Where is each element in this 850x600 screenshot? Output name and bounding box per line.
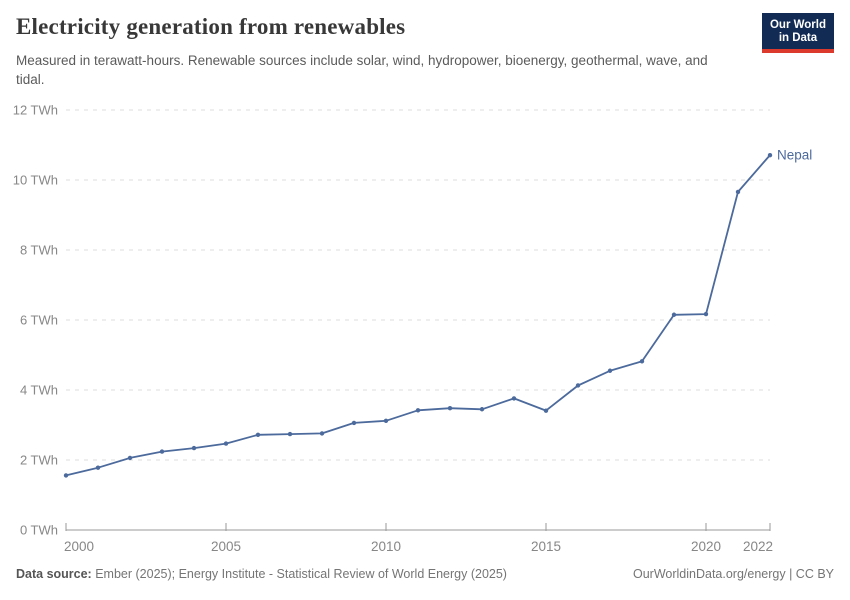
y-axis-label: 8 TWh [20,243,58,258]
data-source-text: Ember (2025); Energy Institute - Statist… [91,567,507,581]
data-point [575,383,581,388]
credit-link: OurWorldinData.org/energy | CC BY [632,567,834,581]
x-axis-label: 2005 [211,539,241,554]
owid-logo: Our World in Data [761,13,834,53]
data-point [671,312,677,317]
data-point [607,368,613,373]
data-point [639,359,645,364]
x-axis-label: 2020 [691,539,721,554]
data-point [511,396,517,401]
data-source-label: Data source: [16,567,92,581]
data-point [319,431,325,436]
data-point [383,418,389,423]
data-point [63,473,69,478]
data-point [543,408,549,413]
data-point [223,441,229,446]
x-axis-label: 2022 [743,539,773,554]
data-point [415,408,421,413]
logo-line2: in Data [778,32,818,44]
data-source: Data source: Ember (2025); Energy Instit… [16,567,507,581]
y-axis-label: 6 TWh [20,313,58,328]
y-axis-label: 10 TWh [13,173,58,188]
data-point [127,455,133,461]
data-point [447,406,453,411]
entity-label-nepal: Nepal [777,148,812,163]
x-axis-label: 2000 [64,539,94,554]
data-point [191,445,197,451]
x-axis-label: 2010 [371,539,401,554]
data-point [767,152,773,158]
data-point [255,432,261,437]
data-point [351,420,357,426]
chart-footer: Data source: Ember (2025); Energy Instit… [16,567,834,581]
data-point [703,311,709,317]
y-axis-label: 4 TWh [20,383,58,398]
data-point [159,449,165,454]
data-point [287,431,293,437]
y-axis-label: 12 TWh [13,103,58,118]
data-point [95,465,101,470]
chart-subtitle: Measured in terawatt-hours. Renewable so… [16,53,708,87]
data-point [735,189,741,195]
y-axis-label: 0 TWh [20,523,58,538]
x-axis-label: 2015 [531,539,561,554]
data-point [479,407,485,412]
chart-title: Electricity generation from renewables [16,14,406,39]
data-line-nepal [65,154,771,477]
logo-line1: Our World [769,19,826,31]
y-axis-label: 2 TWh [20,453,58,468]
